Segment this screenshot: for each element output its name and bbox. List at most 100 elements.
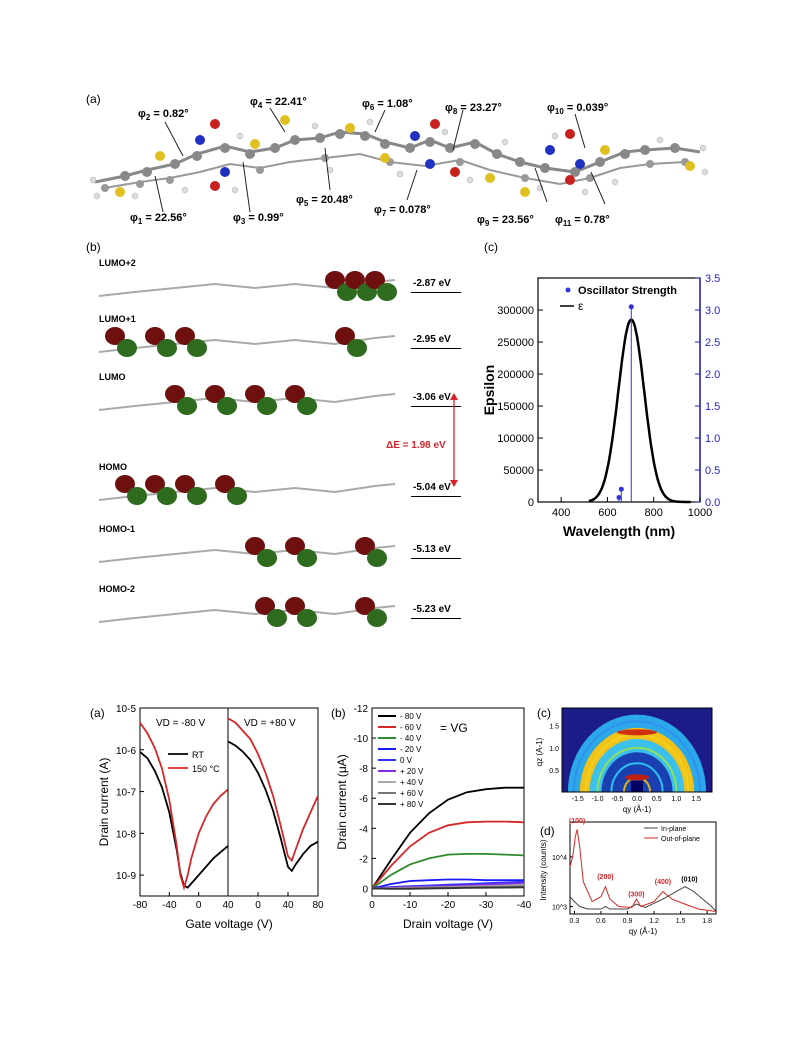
y-axis-label: Epsilon	[481, 365, 497, 416]
top-panel-a-label: (a)	[86, 92, 101, 106]
x-axis-label: qy (Å-1)	[629, 927, 658, 936]
x-tick-label: 0.5	[652, 796, 662, 803]
bottom-panel-c-label: (c)	[537, 706, 551, 720]
orbital-diagram: LUMO+2 -2.87 eV LUMO+1 -2.95 eV LUMO -3.06 eV…	[95, 258, 475, 628]
orbital-isosurface	[98, 475, 396, 505]
scattering-band	[601, 752, 673, 792]
x-tick-label: 40	[222, 900, 234, 911]
orbital-name: LUMO+1	[99, 314, 136, 324]
orbital-lobe-negative	[285, 537, 305, 555]
orbital-lobe-negative	[285, 385, 305, 403]
peak-arc	[617, 729, 657, 736]
oscillator-point	[618, 486, 624, 492]
angle-value-phi4: 22.41°	[274, 96, 307, 108]
y-tick-label: 10-7	[116, 788, 136, 799]
y-tick-label: 0.5	[549, 768, 559, 775]
bottom-panel-b-label: (b)	[331, 706, 346, 720]
scattering-ring	[572, 720, 702, 793]
orbital-lobe-negative	[325, 271, 345, 289]
transfer-curve	[227, 717, 319, 863]
subplot-frame	[227, 707, 319, 897]
legend-label-150c: 150 °C	[192, 764, 220, 774]
y-tick-label: 10^4	[552, 855, 567, 862]
bottom-panel-d-label: (d)	[540, 824, 555, 838]
legend-label: + 60 V	[400, 789, 424, 798]
x-tick-label: 0.0	[632, 796, 642, 803]
oscillator-point	[616, 495, 622, 501]
y-tick-label: -2	[359, 854, 368, 865]
orbital-isosurface	[98, 327, 396, 357]
orbital-lobe-negative	[105, 327, 125, 345]
y-axis-label: Drain current (μA)	[336, 754, 349, 850]
y-tick-label: 100000	[497, 433, 534, 445]
peak-label: (300)	[628, 892, 644, 899]
orbital-name: HOMO	[99, 462, 127, 472]
legend-label: + 80 V	[400, 800, 424, 809]
subplot-title: VD = +80 V	[244, 718, 296, 729]
x-tick-label: 0.9	[623, 918, 633, 925]
y-tick-label: 150000	[497, 401, 534, 413]
peak-100	[625, 774, 649, 781]
angle-label-phi5: φ5 = 20.48°	[296, 194, 353, 209]
angle-label-phi4: φ4 = 22.41°	[250, 96, 307, 111]
orbital-lobe-positive	[117, 339, 137, 357]
x-tick-label: 0	[196, 900, 202, 911]
orbital-lobe-negative	[165, 385, 185, 403]
orbital-row: LUMO+2 -2.87 eV	[95, 258, 475, 306]
x-tick-label: 1.0	[672, 796, 682, 803]
orbital-level-line	[411, 292, 461, 293]
x-tick-label: 800	[645, 507, 663, 519]
orbital-lobe-positive	[297, 609, 317, 627]
legend-label: - 20 V	[400, 745, 422, 754]
output-curve	[371, 820, 525, 890]
orbital-lobe-negative	[205, 385, 225, 403]
output-curve	[371, 786, 524, 889]
orbital-row: HOMO-2 -5.23 eV	[95, 584, 475, 632]
orbital-row: HOMO-1 -5.13 eV	[95, 524, 475, 572]
orbital-lobe-negative	[285, 597, 305, 615]
x-tick-label: 1.2	[649, 918, 659, 925]
legend-marker-oscillator	[565, 287, 571, 293]
y2-tick-label: 1.5	[705, 401, 720, 413]
angle-value-phi10: 0.039°	[576, 102, 609, 114]
orbital-name: HOMO-2	[99, 584, 135, 594]
atoms-grey	[101, 129, 689, 192]
orbital-row: LUMO -3.06 eV	[95, 372, 475, 420]
profile-curve	[569, 829, 717, 912]
angle-value-phi1: 22.56°	[154, 212, 187, 224]
epsilon-curve	[588, 318, 691, 504]
legend-label-oscillator: Oscillator Strength	[578, 285, 677, 297]
legend-label-inplane: In-plane	[661, 826, 686, 833]
orbital-lobe-negative	[175, 327, 195, 345]
orbital-level-line	[411, 496, 461, 497]
y-tick-label: -12	[354, 704, 369, 715]
orbital-lobe-negative	[335, 327, 355, 345]
orbital-row: LUMO+1 -2.95 eV	[95, 314, 475, 362]
y-tick-label: -10	[354, 734, 369, 745]
output-curve	[371, 886, 525, 890]
orbital-lobe-negative	[365, 271, 385, 289]
angle-label-phi7: φ7 = 0.078°	[374, 204, 431, 219]
transfer-curve	[139, 722, 229, 891]
y-tick-label: -4	[359, 824, 368, 835]
y2-tick-label: 1.0	[705, 433, 720, 445]
orbital-lobe-positive	[297, 397, 317, 415]
x-tick-label: 0	[369, 900, 375, 911]
orbital-lobe-positive	[227, 487, 247, 505]
orbital-name: HOMO-1	[99, 524, 135, 534]
x-tick-label: -80	[133, 900, 148, 911]
angle-value-phi9: 23.56°	[501, 214, 534, 226]
y2-tick-label: 3.5	[705, 273, 720, 285]
top-panel-b-label: (b)	[86, 240, 101, 254]
x-tick-label: 40	[282, 900, 294, 911]
orbital-lobe-positive	[187, 339, 207, 357]
angle-label-phi8: φ8 = 23.27°	[445, 102, 502, 117]
x-tick-label: -30	[479, 900, 494, 911]
x-tick-label: -1.0	[591, 796, 603, 803]
orbital-row: HOMO -5.04 eV	[95, 462, 475, 510]
angle-label-phi9: φ9 = 23.56°	[477, 214, 534, 229]
angle-value-phi5: 20.48°	[320, 194, 353, 206]
peak-label: (200)	[597, 874, 613, 881]
orbital-level-line	[411, 348, 461, 349]
angle-arrows	[154, 107, 606, 213]
